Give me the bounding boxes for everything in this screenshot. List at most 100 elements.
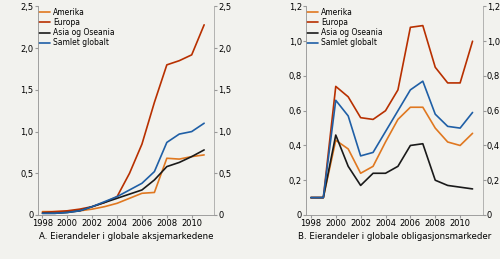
Europa [89,205,95,208]
Amerika [345,147,351,150]
Amerika [139,192,145,195]
Line: Europa: Europa [42,25,204,212]
Europa [320,196,326,199]
Amerika [395,118,401,121]
Asia og Oseania [320,196,326,199]
Europa [382,109,388,112]
Asia og Oseania [164,165,170,168]
Europa [470,40,476,43]
Asia og Oseania [139,188,145,191]
Samlet globalt [308,196,314,199]
Asia og Oseania [64,211,70,214]
Line: Asia og Oseania: Asia og Oseania [42,150,204,213]
Amerika [52,210,58,213]
Samlet globalt [201,122,207,125]
Europa [408,26,414,29]
Asia og Oseania [89,205,95,208]
Europa [52,210,58,213]
Europa [176,59,182,62]
Samlet globalt [40,212,46,215]
Line: Amerika: Amerika [311,107,472,198]
Line: Samlet globalt: Samlet globalt [311,81,472,198]
Europa [432,66,438,69]
X-axis label: B. Eierandeler i globale obligasjonsmarkeder: B. Eierandeler i globale obligasjonsmark… [298,232,491,241]
Amerika [188,155,194,158]
Line: Asia og Oseania: Asia og Oseania [311,135,472,198]
Asia og Oseania [345,165,351,168]
Samlet globalt [102,200,107,203]
Amerika [470,132,476,135]
Europa [201,23,207,26]
Asia og Oseania [395,165,401,168]
Asia og Oseania [188,155,194,158]
Europa [444,81,450,84]
Amerika [382,140,388,143]
Samlet globalt [432,113,438,116]
Asia og Oseania [358,184,364,187]
Samlet globalt [382,130,388,133]
Amerika [64,210,70,213]
Amerika [333,139,339,142]
Asia og Oseania [176,161,182,164]
Amerika [77,209,83,212]
Europa [370,118,376,121]
Europa [102,201,107,204]
Samlet globalt [152,170,158,173]
Asia og Oseania [308,196,314,199]
Samlet globalt [114,195,120,198]
Amerika [152,191,158,194]
Samlet globalt [358,154,364,157]
Asia og Oseania [470,187,476,190]
Amerika [457,144,463,147]
Asia og Oseania [152,178,158,182]
Asia og Oseania [444,184,450,187]
Samlet globalt [176,133,182,136]
Line: Amerika: Amerika [42,155,204,212]
Samlet globalt [333,99,339,102]
Europa [333,85,339,88]
Amerika [308,196,314,199]
Asia og Oseania [382,172,388,175]
Europa [114,195,120,198]
Samlet globalt [320,196,326,199]
Samlet globalt [64,211,70,214]
Asia og Oseania [432,179,438,182]
Asia og Oseania [114,197,120,200]
Europa [164,63,170,66]
Samlet globalt [345,114,351,118]
Europa [420,24,426,27]
Samlet globalt [52,212,58,215]
Europa [358,116,364,119]
Samlet globalt [470,111,476,114]
Amerika [408,106,414,109]
Amerika [432,127,438,130]
Asia og Oseania [333,133,339,136]
Samlet globalt [126,188,132,191]
Samlet globalt [457,127,463,130]
Asia og Oseania [201,148,207,152]
Amerika [201,153,207,156]
Europa [40,211,46,214]
Europa [152,101,158,104]
Legend: Amerika, Europa, Asia og Oseania, Samlet globalt: Amerika, Europa, Asia og Oseania, Samlet… [39,8,115,47]
Amerika [164,157,170,160]
Asia og Oseania [370,172,376,175]
Samlet globalt [395,109,401,112]
Amerika [114,202,120,205]
Samlet globalt [420,80,426,83]
Europa [139,142,145,146]
Europa [308,196,314,199]
Europa [126,172,132,175]
Line: Europa: Europa [311,26,472,198]
Amerika [420,106,426,109]
Asia og Oseania [102,201,107,204]
Asia og Oseania [40,212,46,215]
Asia og Oseania [408,144,414,147]
Line: Samlet globalt: Samlet globalt [42,123,204,213]
Samlet globalt [164,141,170,144]
Asia og Oseania [126,192,132,196]
Europa [64,209,70,212]
Samlet globalt [188,130,194,133]
Samlet globalt [444,125,450,128]
Amerika [358,172,364,175]
